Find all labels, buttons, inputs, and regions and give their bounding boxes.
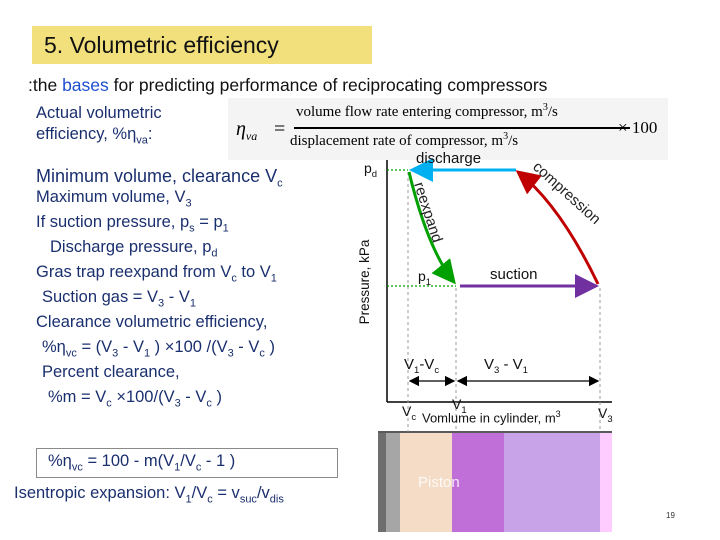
- actual-line1: Actual volumetric: [36, 104, 162, 122]
- formula-denominator: displacement rate of compressor, m3/s: [290, 131, 519, 149]
- subtitle-rest: for predicting performance of reciprocat…: [108, 75, 548, 95]
- formula-times-100: × 100: [618, 118, 658, 137]
- compression-curve: [515, 170, 600, 285]
- volumetric-efficiency-formula: ηva = volume flow rate entering compress…: [228, 98, 668, 160]
- maximum-volume: Maximum volume, V3: [36, 188, 192, 210]
- title-highlight: [32, 26, 372, 64]
- formula-equals: =: [274, 118, 286, 140]
- v3-label: V3: [598, 405, 613, 425]
- suction-pressure: If suction pressure, ps = p1: [36, 213, 229, 235]
- minimum-volume: Minimum volume, clearance Vc: [36, 166, 283, 190]
- subtitle-prefix: :the: [28, 75, 63, 95]
- isentropic-expansion: Isentropic expansion: V1/Vc = vsuc/vdis: [14, 484, 284, 506]
- formula-numerator: volume flow rate entering compressor, m3…: [296, 102, 558, 120]
- cylinder-wall: [378, 432, 386, 532]
- boxed-formula-text: %ηvc = 100 - m(V1/Vc - 1 ): [48, 452, 236, 474]
- clearance-efficiency-title: Clearance volumetric efficiency,: [36, 313, 268, 331]
- clearance-efficiency-formula: %ηvc = (V3 - V1 ) ×100 /(V3 - Vc ): [42, 338, 275, 360]
- piston-label: Piston: [418, 474, 460, 491]
- discharge-pressure: Discharge pressure, pd: [50, 238, 218, 260]
- percent-clearance-title: Percent clearance,: [42, 363, 180, 381]
- percent-clearance-formula: %m = Vc ×100/(V3 - Vc ): [48, 388, 222, 410]
- suction-label: suction: [490, 266, 538, 283]
- cylinder-reexpand-zone: [452, 432, 504, 532]
- v3-minus-v1-label: V3 - V1: [484, 356, 528, 376]
- reexpand-label: reexpand: [410, 180, 446, 245]
- reexpand-curve: [407, 171, 456, 285]
- boxed-efficiency-formula: [36, 448, 338, 478]
- x-axis-label: Vomlume in cylinder, m3: [422, 409, 561, 426]
- cylinder-end-zone: [600, 432, 612, 532]
- p1-label: p1: [418, 268, 432, 288]
- v1-minus-vc-label: V1-Vc: [404, 356, 440, 376]
- pd-label: pd: [364, 160, 378, 180]
- v1-label: V1: [452, 396, 467, 416]
- subtitle-highlight: bases: [62, 75, 109, 95]
- y-axis-label: Pressure, kPa: [357, 239, 372, 325]
- slide-subtitle: :the bases for predicting performance of…: [28, 75, 547, 96]
- cylinder-clearance-zone: [400, 432, 452, 532]
- page-number: 19: [666, 511, 675, 520]
- formula-eta: ηva: [236, 118, 258, 143]
- cylinder-suction-zone: [504, 432, 600, 532]
- slide-title: 5. Volumetric efficiency: [44, 32, 279, 58]
- vc-label: Vc: [402, 403, 417, 423]
- discharge-label: discharge: [416, 150, 482, 167]
- cylinder-head: [386, 432, 400, 532]
- gas-trap-reexpand: Gras trap reexpand from Vc to V1: [36, 263, 277, 285]
- formula-fraction-bar: [294, 127, 630, 129]
- actual-line2: efficiency, %ηva:: [36, 125, 153, 147]
- suction-gas: Suction gas = V3 - V1: [42, 288, 196, 310]
